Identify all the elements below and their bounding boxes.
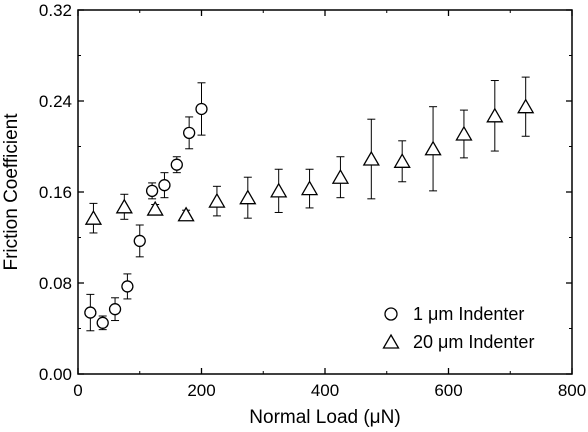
data-point-circle [170, 158, 183, 171]
data-point-triangle [424, 140, 442, 156]
data-point-triangle [208, 192, 226, 208]
tick-labels: 0 200 400 600 800 0.00 0.08 0.16 0.24 0.32 [39, 1, 586, 400]
data-point-triangle [146, 200, 164, 216]
data-point-triangle [270, 182, 288, 198]
data-point-triangle [393, 152, 411, 168]
legend: 1 μm Indenter 20 μm Indenter [382, 304, 534, 352]
data-point-circle [84, 306, 97, 319]
data-point-circle [96, 316, 109, 329]
legend-label-20um: 20 μm Indenter [413, 332, 534, 352]
y-axis-title: Friction Coefficient [1, 113, 22, 271]
series-layer [84, 76, 535, 332]
x-axis-title: Normal Load (μN) [249, 407, 400, 428]
legend-label-1um: 1 μm Indenter [413, 304, 524, 324]
legend-triangle-marker [382, 333, 400, 349]
x-tick-label: 200 [187, 381, 215, 400]
data-point-triangle [362, 150, 380, 166]
axis-ticks [77, 9, 573, 375]
x-tick-label: 800 [558, 381, 586, 400]
y-tick-label: 0.24 [39, 92, 72, 111]
data-point-triangle [84, 209, 103, 225]
data-point-triangle [331, 168, 350, 184]
data-point-circle [121, 280, 134, 293]
y-tick-label: 0.08 [39, 274, 72, 293]
data-point-triangle [486, 107, 504, 123]
data-point-circle [195, 102, 208, 116]
x-tick-label: 400 [311, 381, 339, 400]
data-point-circle [182, 126, 196, 140]
data-point-circle [158, 179, 171, 192]
y-tick-label: 0.16 [39, 183, 72, 202]
x-tick-label: 600 [434, 381, 462, 400]
series-0 [84, 82, 208, 332]
data-point-circle [108, 303, 122, 316]
data-point-triangle [517, 98, 535, 114]
data-point-triangle [239, 189, 257, 205]
data-point-triangle [115, 198, 133, 214]
data-point-triangle [455, 125, 473, 141]
data-point-circle [145, 184, 159, 198]
series-1 [84, 76, 535, 234]
legend-circle-marker [384, 307, 398, 321]
data-point-triangle [300, 180, 319, 196]
y-tick-label: 0.00 [39, 365, 72, 384]
y-tick-label: 0.32 [39, 1, 72, 20]
data-point-circle [133, 234, 146, 248]
data-point-triangle [177, 206, 195, 222]
x-tick-label: 0 [73, 381, 82, 400]
